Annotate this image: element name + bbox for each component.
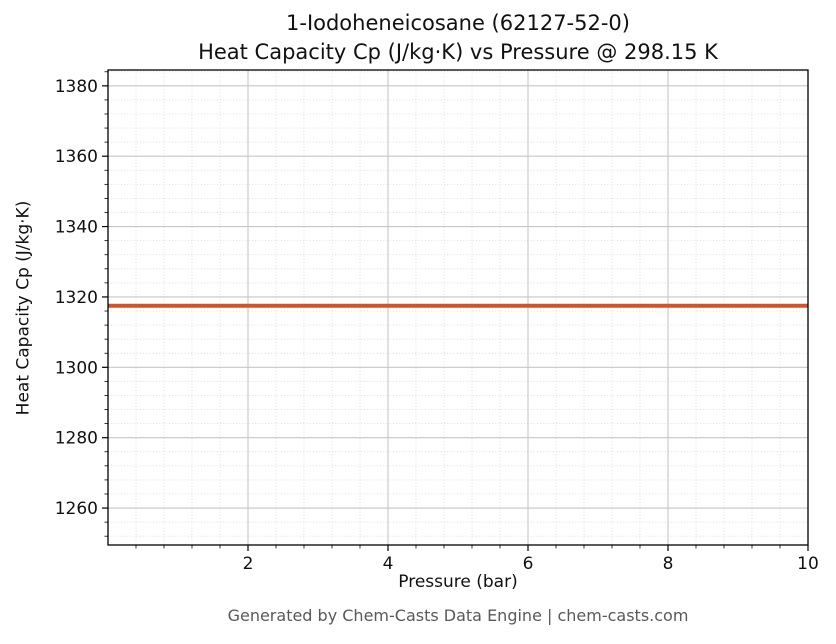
x-tick-label: 4 xyxy=(383,554,394,574)
y-tick-label: 1340 xyxy=(55,218,98,238)
plot-border xyxy=(107,69,809,546)
chart-title-line1: 1-Iodoheneicosane (62127-52-0) xyxy=(286,11,630,35)
y-tick-label: 1260 xyxy=(55,499,98,519)
chart-title: 1-Iodoheneicosane (62127-52-0) Heat Capa… xyxy=(108,9,808,67)
y-tick-label: 1320 xyxy=(55,288,98,308)
x-axis-label: Pressure (bar) xyxy=(398,572,518,592)
y-axis-label: Heat Capacity Cp (J/kg·K) xyxy=(13,200,34,416)
y-tick-label: 1280 xyxy=(55,429,98,449)
footer-caption: Generated by Chem-Casts Data Engine | ch… xyxy=(227,606,689,625)
y-tick-label: 1300 xyxy=(55,358,98,378)
y-tick-label: 1380 xyxy=(55,77,98,97)
x-tick-label: 8 xyxy=(663,554,674,574)
x-tick-label: 2 xyxy=(243,554,254,574)
chart-title-line2: Heat Capacity Cp (J/kg·K) vs Pressure @ … xyxy=(198,40,718,64)
y-tick-label: 1360 xyxy=(55,147,98,167)
x-tick-label: 10 xyxy=(797,554,819,574)
x-tick-label: 6 xyxy=(523,554,534,574)
